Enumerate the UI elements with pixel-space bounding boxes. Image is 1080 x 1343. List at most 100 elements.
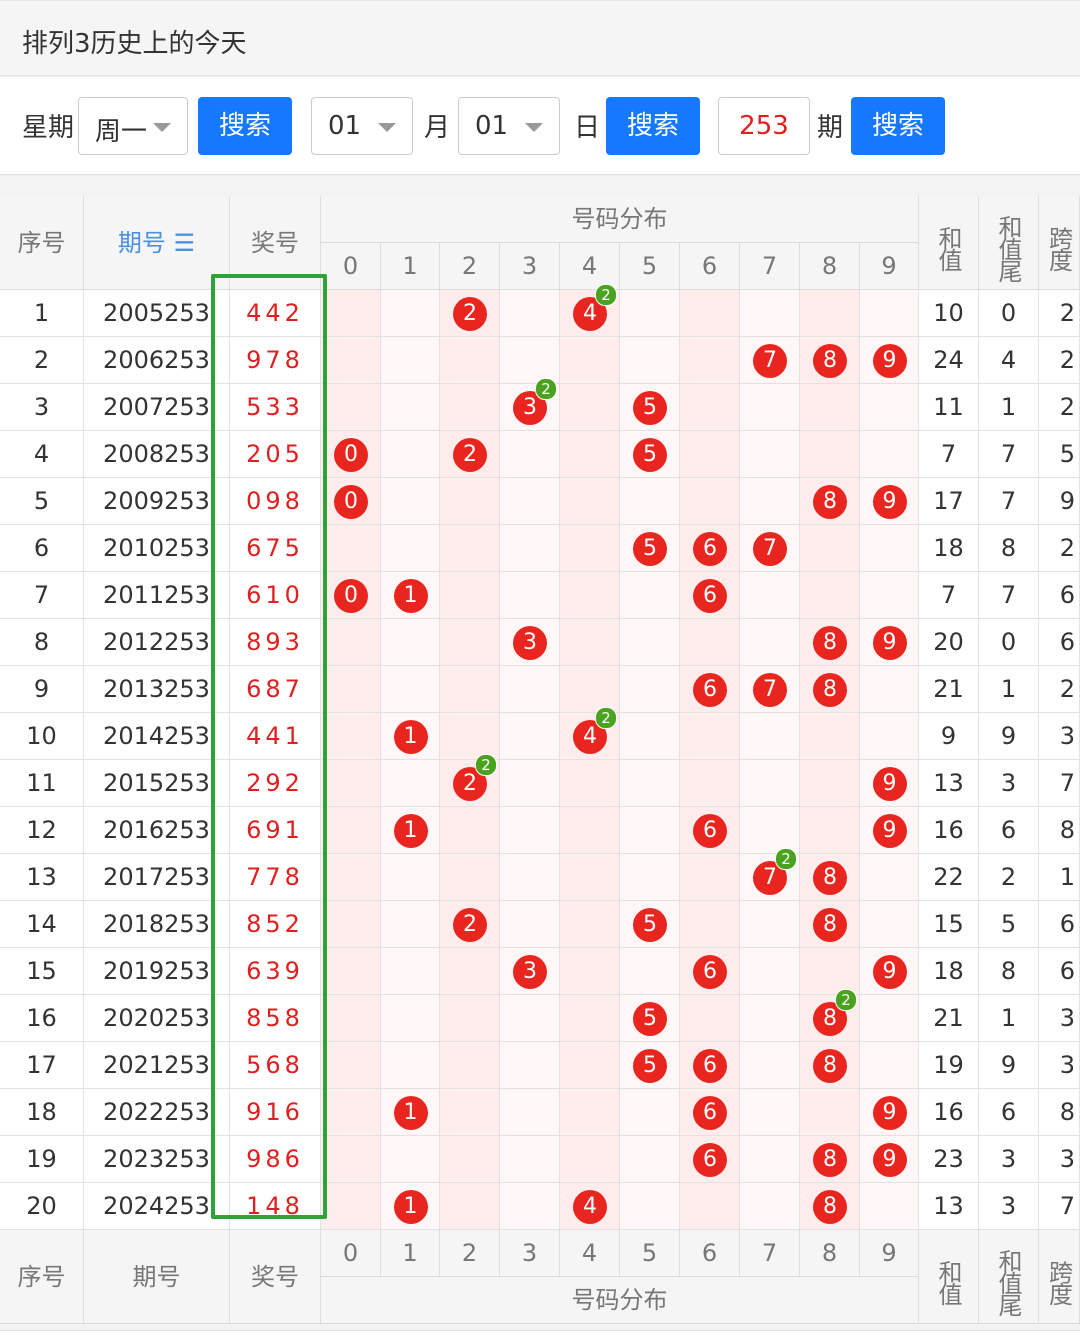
row-index: 11 (0, 760, 84, 807)
distribution-cell: 9 (860, 948, 919, 995)
distribution-cell: 0 (321, 431, 381, 478)
page-title: 排列3历史上的今天 (22, 29, 247, 59)
row-span: 2 (1039, 337, 1080, 384)
distribution-cell (740, 478, 800, 525)
row-span: 2 (1039, 666, 1080, 713)
row-sum: 15 (919, 901, 979, 948)
row-prize-number: 916 (230, 1089, 321, 1136)
distribution-cell (800, 525, 860, 572)
distribution-cell (560, 995, 620, 1042)
row-index: 9 (0, 666, 84, 713)
header-period-sortable[interactable]: 期号 ☰ (84, 196, 230, 290)
distribution-cell (440, 619, 500, 666)
distribution-cell (381, 995, 440, 1042)
distribution-cell: 2 (440, 290, 500, 337)
row-prize-number: 675 (230, 525, 321, 572)
chevron-down-icon (153, 123, 171, 132)
distribution-cell (560, 431, 620, 478)
row-sum-tail: 7 (979, 478, 1039, 525)
bottom-divider (0, 1330, 1080, 1343)
row-sum: 11 (919, 384, 979, 431)
distribution-cell (321, 525, 381, 572)
day-select[interactable]: 01 (458, 97, 560, 155)
row-sum-tail: 6 (979, 807, 1039, 854)
distribution-cell (500, 572, 560, 619)
distribution-cell: 1 (381, 807, 440, 854)
row-sum: 20 (919, 619, 979, 666)
row-period: 2018253 (84, 901, 230, 948)
distribution-cell (440, 948, 500, 995)
footer-sum-tail: 和值尾 (979, 1230, 1039, 1324)
distribution-cell: 8 (800, 854, 860, 901)
sort-icon[interactable]: ☰ (165, 229, 196, 257)
distribution-cell: 4 (560, 1183, 620, 1230)
distribution-cell (620, 854, 680, 901)
ball-digit: 6 (693, 1142, 727, 1177)
distribution-cell (860, 666, 919, 713)
week-label: 星期 (22, 113, 75, 143)
distribution-cell (500, 713, 560, 760)
period-input[interactable]: 253 (718, 97, 810, 155)
search-date-button[interactable]: 搜索 (606, 97, 700, 155)
ball-digit: 9 (872, 343, 907, 378)
distribution-cell (740, 572, 800, 619)
month-select[interactable]: 01 (311, 97, 413, 155)
row-prize-number: 639 (230, 948, 321, 995)
footer-digit: 0 (321, 1230, 381, 1277)
row-sum-tail: 2 (979, 854, 1039, 901)
distribution-cell: 8 (800, 1136, 860, 1183)
distribution-cell (800, 807, 860, 854)
search-period-button[interactable]: 搜索 (851, 97, 945, 155)
row-prize-number: 978 (230, 337, 321, 384)
distribution-cell (860, 1042, 919, 1089)
row-index: 4 (0, 431, 84, 478)
row-sum: 7 (919, 572, 979, 619)
distribution-cell (800, 290, 860, 337)
header-digit: 3 (500, 243, 560, 290)
distribution-cell (381, 431, 440, 478)
distribution-cell: 8 (800, 1183, 860, 1230)
ball-digit: 1 (393, 1189, 428, 1224)
distribution-cell: 9 (860, 337, 919, 384)
row-span: 2 (1039, 525, 1080, 572)
ball-digit: 7 (753, 343, 787, 378)
header-digit: 6 (680, 243, 740, 290)
distribution-cell (500, 525, 560, 572)
distribution-cell (680, 337, 740, 384)
row-span: 3 (1039, 1042, 1080, 1089)
row-span: 8 (1039, 1089, 1080, 1136)
row-sum: 21 (919, 666, 979, 713)
ball-digit: 6 (693, 954, 727, 989)
ball-digit: 9 (872, 813, 907, 848)
distribution-cell (800, 713, 860, 760)
footer-prize: 奖号 (230, 1230, 321, 1324)
distribution-cell (620, 807, 680, 854)
distribution-cell: 1 (381, 713, 440, 760)
footer-digit: 8 (800, 1230, 860, 1277)
ball-digit: 1 (393, 578, 428, 613)
search-weekday-button[interactable]: 搜索 (198, 97, 292, 155)
distribution-cell: 6 (680, 807, 740, 854)
distribution-cell (620, 948, 680, 995)
footer-period: 期号 (84, 1230, 230, 1324)
month-value: 01 (328, 111, 362, 141)
ball-digit: 8 (813, 860, 847, 895)
ball-digit: 8 (813, 1048, 847, 1083)
distribution-cell (381, 337, 440, 384)
row-span: 3 (1039, 713, 1080, 760)
footer-digit: 6 (680, 1230, 740, 1277)
ball-digit: 2 (453, 907, 487, 942)
distribution-cell (381, 619, 440, 666)
distribution-cell (500, 337, 560, 384)
row-period: 2014253 (84, 713, 230, 760)
ball-digit: 5 (633, 437, 667, 472)
row-sum: 18 (919, 948, 979, 995)
ball-digit: 8 (813, 1142, 847, 1177)
weekday-select[interactable]: 周一 (78, 97, 188, 155)
footer-sum-label: 和值 (934, 1259, 962, 1304)
row-span: 7 (1039, 760, 1080, 807)
distribution-cell (740, 384, 800, 431)
distribution-cell (500, 666, 560, 713)
distribution-cell: 3 (500, 619, 560, 666)
row-period: 2011253 (84, 572, 230, 619)
